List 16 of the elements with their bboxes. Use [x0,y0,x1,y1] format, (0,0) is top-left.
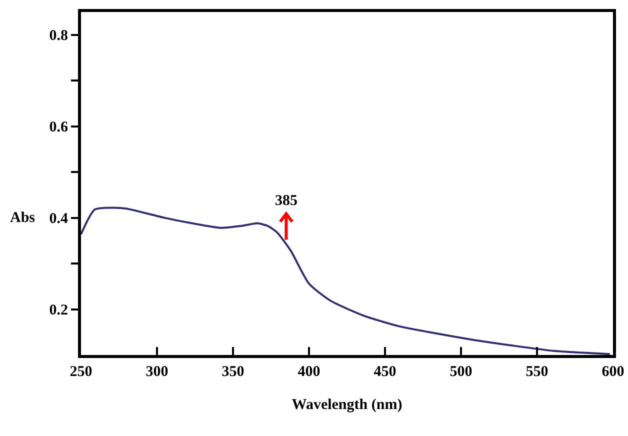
x-tick-label: 400 [298,364,320,380]
line-series [81,206,611,355]
y-tick-label: 0.2 [49,302,68,319]
y-axis-title: Abs [10,210,36,226]
x-tick-label: 450 [374,364,396,380]
annotation: 385 [275,193,298,209]
x-tick-label: 500 [450,364,472,380]
y-tick-label: 0.6 [49,120,68,136]
x-tick-label: 300 [146,364,168,380]
y-tick-label: 0.4 [49,211,68,228]
x-tick-label: 350 [222,364,244,380]
x-axis-title: Wavelength (nm) [292,397,402,413]
x-tick-label: 550 [526,364,548,380]
y-tick-label: 0.8 [49,28,68,44]
x-tick-label: 250 [70,364,92,380]
x-tick-label: 600 [602,364,624,380]
